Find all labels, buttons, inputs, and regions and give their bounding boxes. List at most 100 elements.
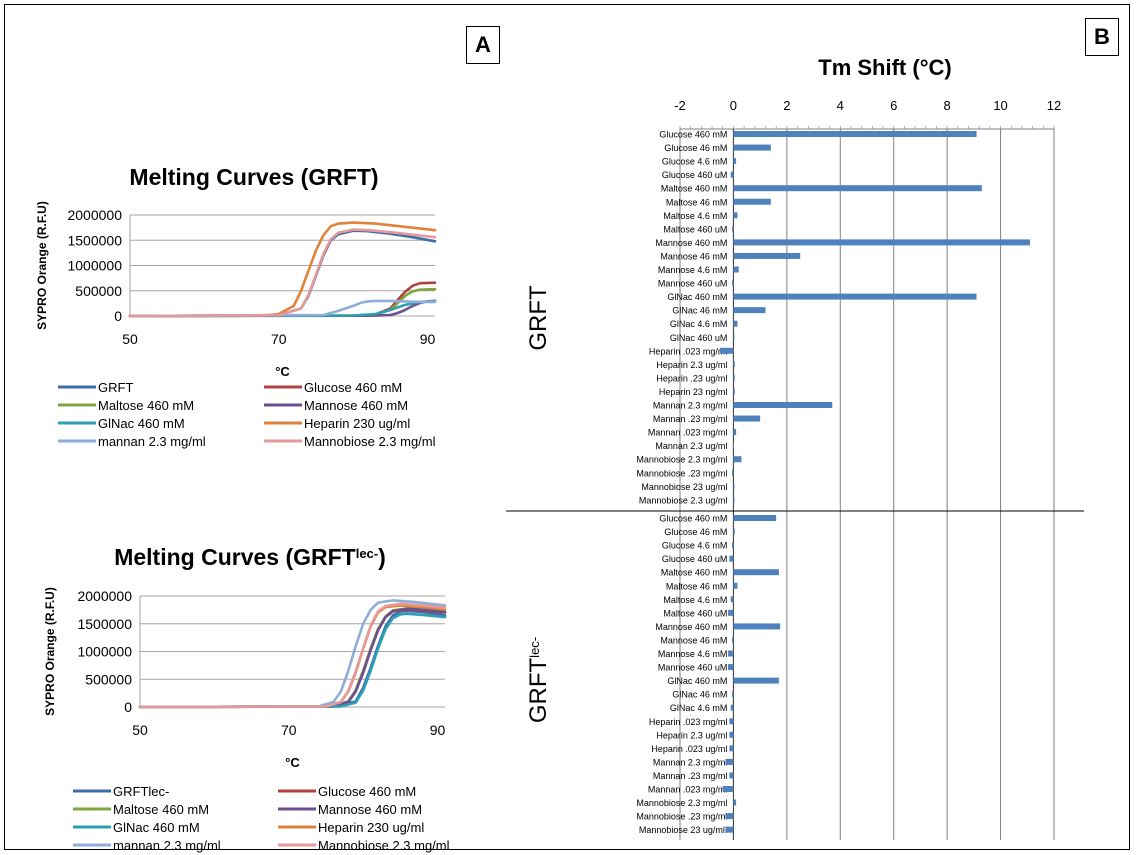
grft-legend-label: Glucose 460 mM (304, 380, 402, 395)
tm-shift-bar (733, 496, 735, 503)
tm-shift-group-label: GRFT (525, 285, 552, 351)
tm-shift-bar (733, 198, 771, 205)
grft-x-tick-label: 50 (122, 331, 138, 347)
tm-shift-bar (729, 555, 734, 562)
tm-shift-category-label: Heparin 2.3 ug/ml (656, 360, 727, 370)
tm-shift-category-label: GlNac 4.6 mM (670, 703, 728, 713)
tm-shift-category-label: Glucose 460 uM (662, 170, 728, 180)
tm-shift-category-label: Mannan .023 mg/ml (648, 428, 728, 438)
tm-shift-bar (733, 415, 761, 422)
tm-shift-bar (733, 252, 801, 259)
tm-shift-category-label: Maltose 4.6 mM (663, 595, 727, 605)
tm-shift-category-label: Maltose 46 mM (666, 197, 728, 207)
tm-shift-category-label: Mannan .023 mg/ml (648, 785, 728, 795)
grftlec-title: Melting Curves (GRFTlec-) (114, 544, 386, 570)
tm-shift-category-label: Heparin 2.3 ug/ml (656, 730, 727, 740)
tm-shift-category-label: Mannose 460 mM (655, 622, 727, 632)
tm-shift-category-label: Mannobiose .23 mg/ml (636, 812, 727, 822)
tm-shift-category-label: Heparin .23 ug/ml (656, 373, 727, 383)
grftlec-series-line (138, 607, 447, 709)
tm-shift-category-label: Mannobiose 2.3 mg/ml (636, 455, 727, 465)
tm-shift-x-tick-label: 0 (730, 98, 737, 113)
tm-shift-category-label: Maltose 460 uM (663, 608, 727, 618)
tm-shift-category-label: Mannose 460 uM (658, 663, 728, 673)
tm-shift-bar (733, 799, 737, 806)
tm-shift-bar (729, 731, 734, 738)
tm-shift-category-label: GlNac 460 mM (667, 292, 727, 302)
panel-label-a: A (466, 26, 500, 64)
tm-shift-bar (733, 483, 735, 490)
grft-legend-label: GRFT (98, 380, 133, 395)
grftlec-legend-label: Mannose 460 mM (318, 802, 422, 817)
grftlec-legend-label: GRFTlec- (113, 784, 169, 799)
tm-shift-x-tick-label: -2 (674, 98, 686, 113)
tm-shift-bar (733, 239, 1030, 246)
tm-shift-category-label: Glucose 4.6 mM (662, 157, 728, 167)
grftlec-x-tick-label: 90 (430, 722, 446, 738)
tm-shift-bar (729, 745, 734, 752)
tm-shift-category-label: Mannose 4.6 mM (658, 649, 728, 659)
grft-legend-label: GlNac 460 mM (98, 416, 185, 431)
tm-shift-x-tick-label: 10 (993, 98, 1007, 113)
tm-shift-bar (729, 718, 734, 725)
tm-shift-bar (733, 212, 738, 219)
tm-shift-bar (733, 456, 742, 463)
tm-shift-category-label: GlNac 4.6 mM (670, 319, 728, 329)
tm-shift-bar (732, 636, 734, 643)
tm-shift-bar (728, 650, 734, 657)
tm-shift-bar (733, 320, 738, 327)
tm-shift-x-tick-label: 4 (837, 98, 844, 113)
grftlec-y-tick-label: 1500000 (77, 616, 132, 632)
tm-shift-category-label: GlNac 460 uM (670, 333, 728, 343)
tm-shift-category-label: Maltose 460 mM (661, 568, 728, 578)
grftlec-legend-label: Glucose 460 mM (318, 784, 416, 799)
grft-legend-label: Mannose 460 mM (304, 398, 408, 413)
tm-shift-category-label: Heparin 23 ng/ml (659, 387, 728, 397)
grft-y-tick-label: 1000000 (67, 258, 122, 274)
grftlec-series-line (138, 606, 447, 709)
tm-shift-bar (733, 677, 779, 684)
tm-shift-category-label: Heparin .023 mg/ml (649, 346, 728, 356)
tm-shift-bar (733, 374, 735, 381)
grft-legend-label: Mannobiose 2.3 mg/ml (304, 434, 436, 449)
grft-legend-label: mannan 2.3 mg/ml (98, 434, 206, 449)
tm-shift-bar (733, 388, 735, 395)
tm-shift-category-label: Mannose 460 uM (658, 279, 728, 289)
grftlec-y-axis-label: SYPRO Orange (R.F.U) (43, 587, 57, 716)
tm-shift-bar (733, 307, 766, 314)
tm-shift-category-label: Glucose 4.6 mM (662, 541, 728, 551)
grftlec-x-axis-label: °C (285, 755, 300, 770)
tm-shift-x-tick-label: 6 (890, 98, 897, 113)
tm-shift-category-label: Glucose 460 mM (659, 130, 727, 140)
tm-shift-bar (732, 691, 734, 698)
grft-series-line (128, 221, 437, 318)
tm-shift-category-label: Mannobiose .23 mg/ml (636, 468, 727, 478)
grft-title: Melting Curves (GRFT) (129, 164, 378, 190)
tm-shift-bar (733, 623, 781, 630)
tm-shift-category-label: Mannan 2.3 mg/ml (653, 757, 728, 767)
tm-shift-category-label: Mannan .23 mg/ml (653, 414, 728, 424)
tm-shift-bar (725, 813, 734, 820)
grft-y-axis-label: SYPRO Orange (R.F.U) (35, 201, 49, 330)
tm-shift-bar (732, 542, 734, 549)
tm-shift-bar (733, 402, 833, 408)
tm-shift-category-label: Maltose 460 uM (663, 224, 727, 234)
tm-shift-title: Tm Shift (°C) (818, 55, 951, 80)
tm-shift-category-label: Mannose 4.6 mM (658, 265, 728, 275)
tm-shift-category-label: Heparin .023 ug/ml (651, 744, 727, 754)
tm-shift-bar (733, 158, 737, 165)
grftlec-x-tick-label: 50 (132, 722, 148, 738)
figure-frame (4, 4, 1130, 850)
grft-y-tick-label: 500000 (75, 283, 122, 299)
tm-shift-bar (729, 772, 734, 779)
grftlec-y-tick-label: 500000 (85, 671, 132, 687)
tm-shift-bar (732, 469, 734, 476)
tm-shift-category-label: Glucose 46 mM (664, 527, 727, 537)
tm-shift-category-label: Heparin .023 mg/ml (649, 717, 728, 727)
grft-legend-label: Heparin 230 ug/ml (304, 416, 410, 431)
tm-shift-bar (732, 225, 734, 232)
grft-series-line (128, 228, 437, 318)
tm-shift-bar (733, 361, 735, 368)
grft-x-tick-label: 70 (271, 331, 287, 347)
